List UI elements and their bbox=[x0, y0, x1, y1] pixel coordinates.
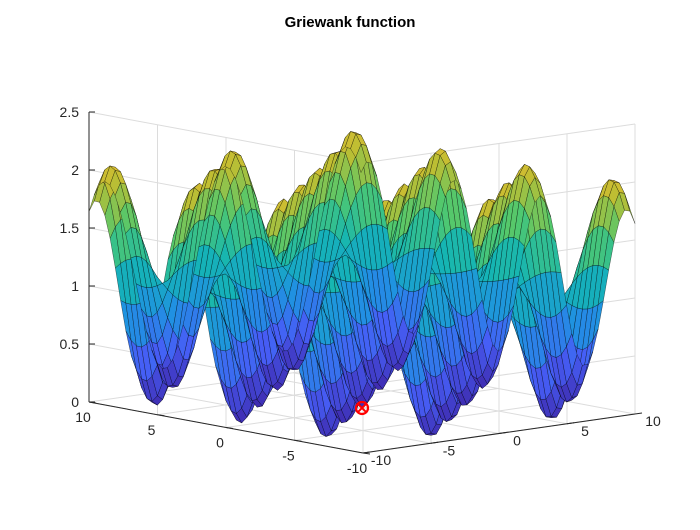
z-tick-label: 1 bbox=[71, 278, 79, 294]
y-tick bbox=[362, 451, 371, 454]
y-tick bbox=[430, 441, 439, 444]
y-tick bbox=[566, 422, 575, 425]
y-tick bbox=[634, 412, 643, 415]
x-tick bbox=[294, 439, 302, 442]
x-tick-label: -10 bbox=[347, 460, 367, 476]
x-tick-label: 0 bbox=[216, 435, 224, 451]
z-tick-label: 2.5 bbox=[60, 104, 80, 120]
x-tick bbox=[225, 427, 234, 429]
x-tick bbox=[88, 401, 97, 404]
surface bbox=[88, 131, 636, 437]
z-tick-label: 0.5 bbox=[60, 336, 80, 352]
y-tick-label: 0 bbox=[513, 433, 521, 449]
y-tick bbox=[498, 432, 507, 434]
minimum-marker bbox=[354, 400, 370, 416]
x-tick-label: 10 bbox=[75, 409, 91, 425]
surface-patch bbox=[355, 143, 367, 174]
y-tick-label: 5 bbox=[581, 423, 589, 439]
axes: 0 0.5 1 1.5 2 2.5 -10 -5 0 5 10 -10 -5 0 5 10 bbox=[60, 104, 661, 476]
chart-title: Griewank function bbox=[284, 14, 416, 31]
z-tick-label: 0 bbox=[71, 394, 79, 410]
z-tick-label: 2 bbox=[71, 162, 79, 178]
x-tick-label: -5 bbox=[282, 447, 295, 463]
minimum-marker-group bbox=[354, 400, 370, 416]
z-tick-label: 1.5 bbox=[60, 220, 80, 236]
y-tick-label: 10 bbox=[645, 413, 661, 429]
grid-line bbox=[156, 391, 432, 444]
x-tick-label: 5 bbox=[148, 422, 156, 438]
x-tick bbox=[157, 414, 165, 417]
minimum-marker-cross bbox=[357, 403, 367, 413]
y-tick-label: -10 bbox=[371, 452, 391, 468]
y-tick-label: -5 bbox=[443, 442, 456, 458]
